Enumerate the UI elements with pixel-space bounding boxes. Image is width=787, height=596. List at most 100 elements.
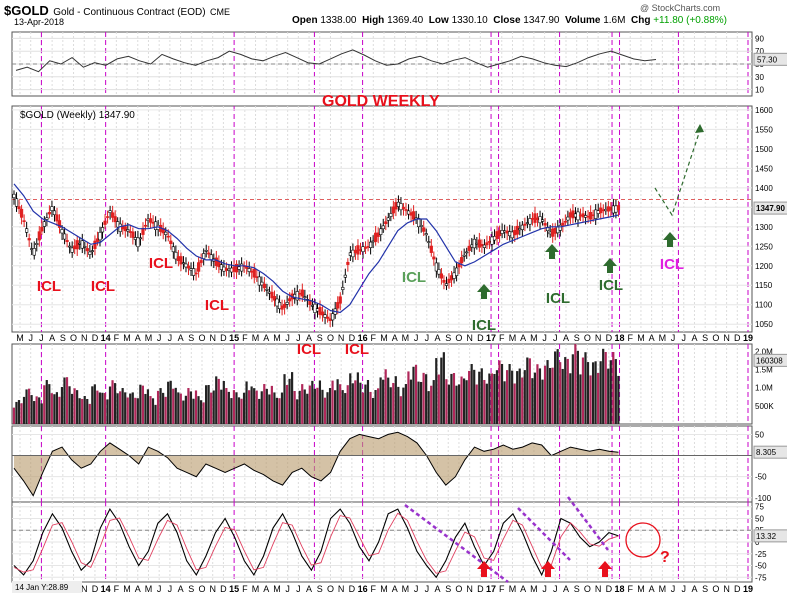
volume-bar <box>220 389 223 424</box>
volume-bar <box>86 398 89 424</box>
candle-body <box>184 263 188 268</box>
candle-body <box>454 267 459 276</box>
candle-body <box>52 210 57 216</box>
volume-bar <box>136 398 139 424</box>
volume-bar <box>255 390 258 424</box>
volume-bar <box>604 351 607 424</box>
volume-bar <box>561 368 564 424</box>
candle-body <box>90 250 95 252</box>
volume-bar <box>273 392 276 424</box>
volume-bar <box>202 402 205 424</box>
icl-label: ICL <box>91 278 115 295</box>
volume-bar <box>344 393 347 424</box>
volume-bar <box>15 401 18 424</box>
close-value: 1347.90 <box>523 15 560 26</box>
x-tick-label: M <box>252 333 260 343</box>
candle-body <box>227 268 231 271</box>
x-tick-label: O <box>327 584 334 594</box>
volume-bar <box>336 379 339 424</box>
volume-bar <box>263 384 266 424</box>
y-tick-label: -25 <box>755 550 767 559</box>
x-tick-label: J <box>425 333 430 343</box>
volume-bar <box>27 388 31 424</box>
moving-average-line <box>13 183 619 314</box>
candle-body <box>25 228 29 233</box>
x-tick-label: F <box>242 584 248 594</box>
volume-bar <box>447 384 451 424</box>
y-tick-label: 10 <box>755 86 764 95</box>
volume-bar <box>586 362 590 424</box>
candle-body <box>558 224 562 231</box>
volume-label: Volume <box>565 15 601 26</box>
volume-bar <box>58 396 61 424</box>
candle-body <box>19 208 24 218</box>
divergence-line <box>404 503 509 584</box>
candle-body <box>609 206 613 211</box>
green-up-arrow <box>545 244 559 259</box>
x-tick-label: A <box>563 584 569 594</box>
candle-body <box>515 225 519 235</box>
volume-bar <box>301 384 304 424</box>
candle-body <box>573 213 578 218</box>
candle-body <box>197 262 201 272</box>
volume-bar <box>326 392 329 424</box>
candle-body <box>604 208 608 212</box>
volume-bar <box>162 392 165 424</box>
x-tick-label: D <box>477 333 484 343</box>
volume-bar <box>210 392 213 424</box>
candle-body <box>100 227 105 233</box>
candle-body <box>472 238 476 249</box>
candle-body <box>50 206 54 211</box>
candle-body <box>530 218 535 220</box>
low-label: Low <box>428 15 449 26</box>
candle-body <box>57 220 62 228</box>
candle-body <box>338 296 342 304</box>
volume-bar <box>518 368 521 424</box>
x-tick-label: D <box>349 584 356 594</box>
volume-bar <box>53 394 56 424</box>
volume-bar <box>511 370 514 424</box>
top-last-value-box <box>753 52 787 66</box>
candle-body <box>75 240 79 250</box>
x-tick-label: M <box>252 584 260 594</box>
candle-body <box>60 229 64 234</box>
x-tick-label: A <box>691 333 697 343</box>
candle-body <box>14 198 19 207</box>
volume-bar <box>609 360 612 424</box>
volume-bar <box>483 379 486 424</box>
x-tick-label: O <box>584 584 591 594</box>
candle-body <box>320 311 325 316</box>
candle-body <box>348 252 352 256</box>
volume-bar <box>278 398 281 424</box>
volume-bar <box>516 371 519 424</box>
volume-bar <box>500 363 504 424</box>
volume-bar <box>339 384 342 424</box>
volume-bar <box>182 400 185 424</box>
x-tick-label: S <box>317 333 323 343</box>
candle-body <box>55 214 59 222</box>
volume-bar <box>480 368 483 424</box>
x-tick-label: D <box>606 584 613 594</box>
volume-bar <box>93 384 96 424</box>
candle-body <box>336 302 340 309</box>
x-tick-label: S <box>445 584 451 594</box>
candle-body <box>30 248 34 250</box>
candle-body <box>146 218 150 221</box>
volume-bar <box>151 398 155 424</box>
candle-body <box>490 236 494 245</box>
candle-body <box>174 251 178 260</box>
candle-body <box>568 212 573 218</box>
candle-body <box>328 318 332 322</box>
volume-bar <box>73 388 76 424</box>
candle-body <box>121 226 125 230</box>
volume-bar <box>470 364 473 424</box>
candle-body <box>447 278 451 283</box>
candle-body <box>169 240 173 245</box>
candle-body <box>12 193 16 199</box>
x-tick-label: S <box>60 333 66 343</box>
candle-body <box>467 245 471 251</box>
candle-body <box>419 225 423 227</box>
candle-body <box>497 230 502 237</box>
volume-bar <box>556 349 559 424</box>
volume-bar <box>293 390 296 424</box>
